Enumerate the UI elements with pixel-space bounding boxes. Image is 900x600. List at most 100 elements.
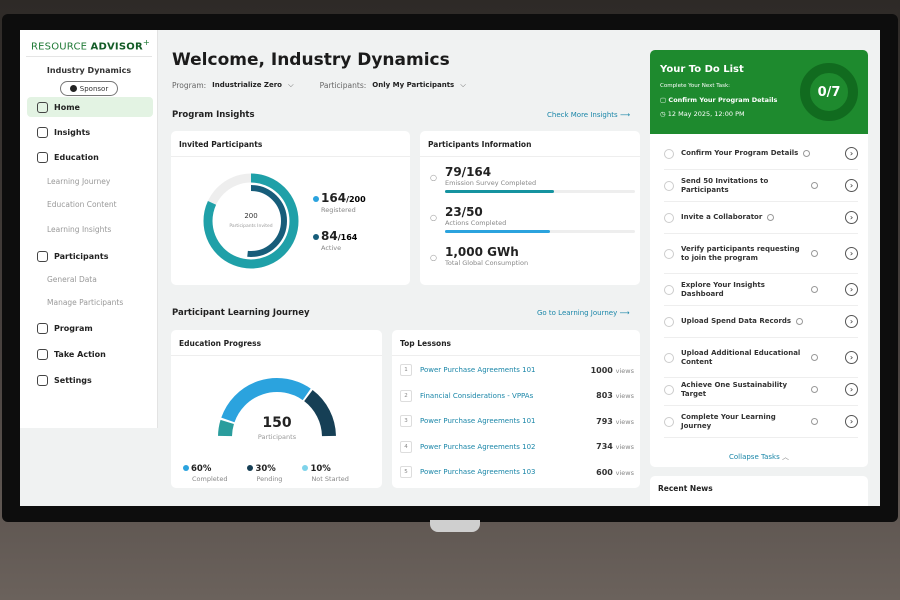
sidebar-item-insights[interactable]: Insights [27,122,153,142]
invited-donut: 200 Participants Invited [203,173,299,269]
help-icon[interactable] [811,386,818,393]
help-icon[interactable] [811,354,818,361]
todo-progress-ring: 0/7 [800,63,858,121]
views-label: views [615,392,634,400]
screen: RESOURCE ADVISOR+ Industry Dynamics Spon… [20,30,880,506]
todo-task[interactable]: Invite a Collaborator › [664,202,858,234]
education-progress-card: Education Progress 150 Participants 60% C… [171,330,382,488]
lesson-row[interactable]: 1 Power Purchase Agreements 101 1000 views [400,360,634,380]
info-value: 1,000 GWh [444,245,519,259]
progress-bar [444,230,635,233]
chevron-down-icon[interactable]: ⌵ [460,80,466,89]
chevron-up-icon: ︿ [781,453,789,461]
sidebar-item-general-data[interactable]: General Data [47,275,97,284]
todo-task[interactable]: Complete Your Learning Journey › [664,406,858,438]
todo-task[interactable]: Verify participants requesting to join t… [664,234,858,274]
program-select[interactable]: Industrialize Zero [212,81,282,89]
task-checkbox[interactable] [664,352,674,363]
info-item: ○ 23/50 Actions Completed [430,205,635,233]
chevron-right-icon[interactable]: › [845,383,858,396]
sidebar-item-learning-journey[interactable]: Learning Journey [47,177,111,186]
sidebar-item-label: Education [54,152,99,162]
sidebar-item-label: Take Action [54,349,106,359]
chevron-right-icon[interactable]: › [845,351,858,364]
task-label: Upload Spend Data Records [681,317,792,325]
legend-dot [313,196,319,202]
participants-label: Participants: [319,80,367,90]
task-label: Explore Your Insights Dashboard [681,280,765,298]
help-icon[interactable] [811,286,818,293]
center-label: Participants [258,433,297,441]
chevron-right-icon[interactable]: › [845,147,858,160]
todo-task[interactable]: Confirm Your Program Details › [664,138,858,170]
registered-stat: 164/200 Registered [313,187,366,214]
todo-task[interactable]: Upload Additional Educational Content › [664,338,858,378]
help-icon[interactable] [811,250,818,257]
task-checkbox[interactable] [664,316,674,327]
help-icon[interactable] [796,318,804,325]
chevron-right-icon[interactable]: › [845,315,858,328]
card-title: Participants Information [420,131,640,157]
sidebar-item-learning-insights[interactable]: Learning Insights [47,225,112,234]
help-icon[interactable] [811,182,818,189]
sidebar-item-settings[interactable]: Settings [27,370,153,390]
sponsor-icon [69,85,77,92]
chevron-right-icon[interactable]: › [845,179,858,192]
todo-task[interactable]: Explore Your Insights Dashboard › [664,274,858,306]
sidebar-item-manage-participants[interactable]: Manage Participants [47,298,124,307]
chevron-right-icon[interactable]: › [845,283,858,296]
arrow-right-icon: ⟶ [619,111,630,119]
sidebar: RESOURCE ADVISOR+ Industry Dynamics Spon… [20,30,158,428]
todo-task[interactable]: Achieve One Sustainability Target › [664,374,858,406]
chevron-right-icon[interactable]: › [845,247,858,260]
task-checkbox[interactable] [664,180,674,191]
task-checkbox[interactable] [664,384,674,395]
participants-select[interactable]: Only My Participants [372,81,455,89]
sidebar-item-program[interactable]: Program [27,318,153,338]
view-count: 1000 [590,365,613,375]
views-label: views [615,366,634,375]
view-count: 803 [596,391,613,400]
help-icon[interactable] [767,214,775,221]
participants-information-card: Participants Information ○ 79/164 Emission… [420,131,640,285]
todo-task[interactable]: Upload Spend Data Records › [664,306,858,338]
chevron-right-icon[interactable]: › [845,211,858,224]
info-value: 79/164 [444,165,492,179]
sidebar-item-home[interactable]: Home [27,97,153,117]
sidebar-item-education[interactable]: Education [27,147,153,167]
chevron-down-icon[interactable]: ⌵ [287,80,294,89]
lesson-link: Power Purchase Agreements 101 [420,417,536,425]
chevron-right-icon[interactable]: › [845,415,858,428]
task-checkbox[interactable] [664,284,674,295]
lesson-row[interactable]: 4 Power Purchase Agreements 102 734 views [400,437,634,457]
view-count: 734 [596,442,613,451]
lesson-row[interactable]: 2 Financial Considerations - VPPAs 803 vie… [400,386,634,406]
task-checkbox[interactable] [664,248,674,259]
task-checkbox[interactable] [664,212,674,223]
check-more-insights-link[interactable]: Check More Insights ⟶ [547,111,630,119]
card-title: Invited Participants [171,131,410,157]
task-checkbox[interactable] [664,416,674,427]
puzzle-icon [37,348,48,360]
next-task-link[interactable]: ▢ Confirm Your Program Details [660,96,778,104]
sidebar-item-education-content[interactable]: Education Content [47,200,117,209]
sidebar-item-participants[interactable]: Participants [27,246,153,266]
gauge-segment [221,378,311,423]
help-icon[interactable] [811,418,818,425]
views-label: views [615,417,634,426]
sidebar-item-label: Settings [54,375,92,385]
task-label: Confirm Your Program Details [681,149,799,157]
lesson-rank: 3 [400,415,412,427]
info-item: ○ 79/164 Emission Survey Completed [430,165,635,193]
task-checkbox[interactable] [664,148,674,159]
go-to-learning-journey-link[interactable]: Go to Learning Journey ⟶ [537,309,630,317]
role-badge[interactable]: Sponsor [60,81,118,96]
task-label: Invite a Collaborator [681,213,763,221]
help-icon[interactable] [803,150,811,157]
lesson-row[interactable]: 5 Power Purchase Agreements 103 600 views [400,462,634,482]
todo-task[interactable]: Send 50 Invitations to Participants › [664,170,858,202]
lesson-row[interactable]: 3 Power Purchase Agreements 101 793 views [400,411,634,431]
collapse-tasks-button[interactable]: Collapse Tasks ︿ [729,453,789,461]
recent-news-card: Recent News [650,476,868,506]
sidebar-item-take-action[interactable]: Take Action [27,344,153,364]
